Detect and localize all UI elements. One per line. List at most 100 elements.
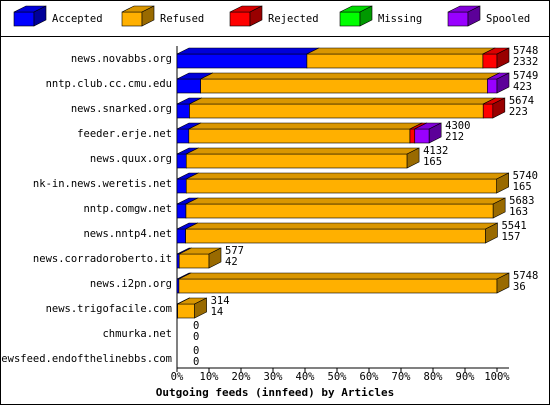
side xyxy=(492,197,506,219)
category-label: news.trigofacile.com xyxy=(46,303,172,315)
front xyxy=(176,178,187,194)
accepted-label: 14 xyxy=(211,306,224,318)
top xyxy=(186,147,420,155)
front xyxy=(188,128,411,144)
bar-segment xyxy=(482,47,510,69)
front xyxy=(409,128,416,144)
category-label: feeder.erje.net xyxy=(77,128,172,140)
accepted-label: 36 xyxy=(513,281,526,293)
bar-segment xyxy=(189,97,496,119)
offered-label: 314 xyxy=(211,295,230,307)
legend-label: Refused xyxy=(160,13,204,25)
side xyxy=(359,5,373,27)
x-tick-label: 20% xyxy=(232,371,252,383)
top xyxy=(185,197,506,205)
side xyxy=(33,5,47,27)
category-label: news.nntp4.net xyxy=(83,228,172,240)
top xyxy=(200,72,500,80)
accepted-label: 165 xyxy=(423,156,442,168)
legend-item: Accepted xyxy=(13,5,103,27)
side xyxy=(194,297,207,319)
front xyxy=(176,103,190,119)
bar-segment xyxy=(185,147,420,169)
accepted-label: 165 xyxy=(513,181,532,193)
offered-label: 0 xyxy=(193,345,199,357)
bar-segment xyxy=(185,197,506,219)
offered-label: 4132 xyxy=(423,145,448,157)
front xyxy=(185,178,497,194)
offered-label: 5674 xyxy=(509,95,534,107)
bar-segment xyxy=(185,172,509,194)
category-label: nntp.club.cc.cmu.edu xyxy=(46,78,172,90)
bar-segment xyxy=(185,222,498,244)
front xyxy=(178,253,210,269)
category-label: chmurka.net xyxy=(102,328,172,340)
side xyxy=(208,247,222,269)
front xyxy=(185,153,408,169)
x-tick-label: 10% xyxy=(200,371,220,383)
accepted-label: 212 xyxy=(445,131,464,143)
accepted-label: 157 xyxy=(501,231,520,243)
front xyxy=(185,203,494,219)
side xyxy=(249,5,263,27)
offered-label: 4300 xyxy=(445,120,470,132)
bar-segment xyxy=(178,247,222,269)
top xyxy=(178,272,510,280)
front xyxy=(176,153,187,169)
bar-segment xyxy=(306,47,496,69)
x-tick-label: 50% xyxy=(328,371,348,383)
side xyxy=(467,5,481,27)
accepted-label: 0 xyxy=(193,356,199,368)
top xyxy=(306,47,496,55)
front xyxy=(176,128,190,144)
front xyxy=(176,228,186,244)
x-tick-label: 100% xyxy=(484,371,510,383)
front xyxy=(229,11,251,27)
chart-title: Outgoing feeds (innfeed) by Articles xyxy=(156,386,394,399)
x-tick-label: 30% xyxy=(264,371,284,383)
front xyxy=(447,11,469,27)
offered-label: 577 xyxy=(225,245,244,257)
accepted-label: 42 xyxy=(225,256,238,268)
front xyxy=(176,78,201,94)
accepted-label: 223 xyxy=(509,106,528,118)
side xyxy=(492,97,506,119)
category-label: newsfeed.endofthelinebbs.com xyxy=(0,353,172,365)
category-label: nntp.comgw.net xyxy=(83,203,172,215)
top xyxy=(185,222,498,230)
side xyxy=(496,47,510,69)
category-label: news.quux.org xyxy=(90,153,172,165)
front xyxy=(176,203,187,219)
top xyxy=(186,172,509,180)
category-label: news.snarked.org xyxy=(71,103,172,115)
front xyxy=(200,78,488,94)
offered-label: 5749 xyxy=(513,70,538,82)
category-label: news.i2pn.org xyxy=(90,278,172,290)
offered-label: 5683 xyxy=(509,195,534,207)
x-tick-label: 80% xyxy=(424,371,444,383)
top xyxy=(188,122,423,130)
x-tick-label: 90% xyxy=(456,371,476,383)
side xyxy=(496,272,510,294)
front xyxy=(185,228,486,244)
accepted-label: 163 xyxy=(509,206,528,218)
bar-segment xyxy=(178,272,510,294)
front xyxy=(414,128,430,144)
side xyxy=(496,72,510,94)
bar-segment xyxy=(177,297,207,319)
front xyxy=(13,11,35,27)
side xyxy=(141,5,155,27)
bar-segment xyxy=(200,72,500,94)
front xyxy=(482,53,498,69)
side xyxy=(485,222,498,244)
offered-label: 5748 xyxy=(513,270,538,282)
category-label: news.corradoroberto.it xyxy=(33,253,172,265)
x-tick-label: 60% xyxy=(360,371,380,383)
legend-item: Spooled xyxy=(447,5,530,27)
accepted-label: 423 xyxy=(513,81,532,93)
front xyxy=(177,303,195,319)
accepted-label: 0 xyxy=(193,331,199,343)
accepted-label: 2332 xyxy=(513,56,538,68)
front xyxy=(178,278,498,294)
